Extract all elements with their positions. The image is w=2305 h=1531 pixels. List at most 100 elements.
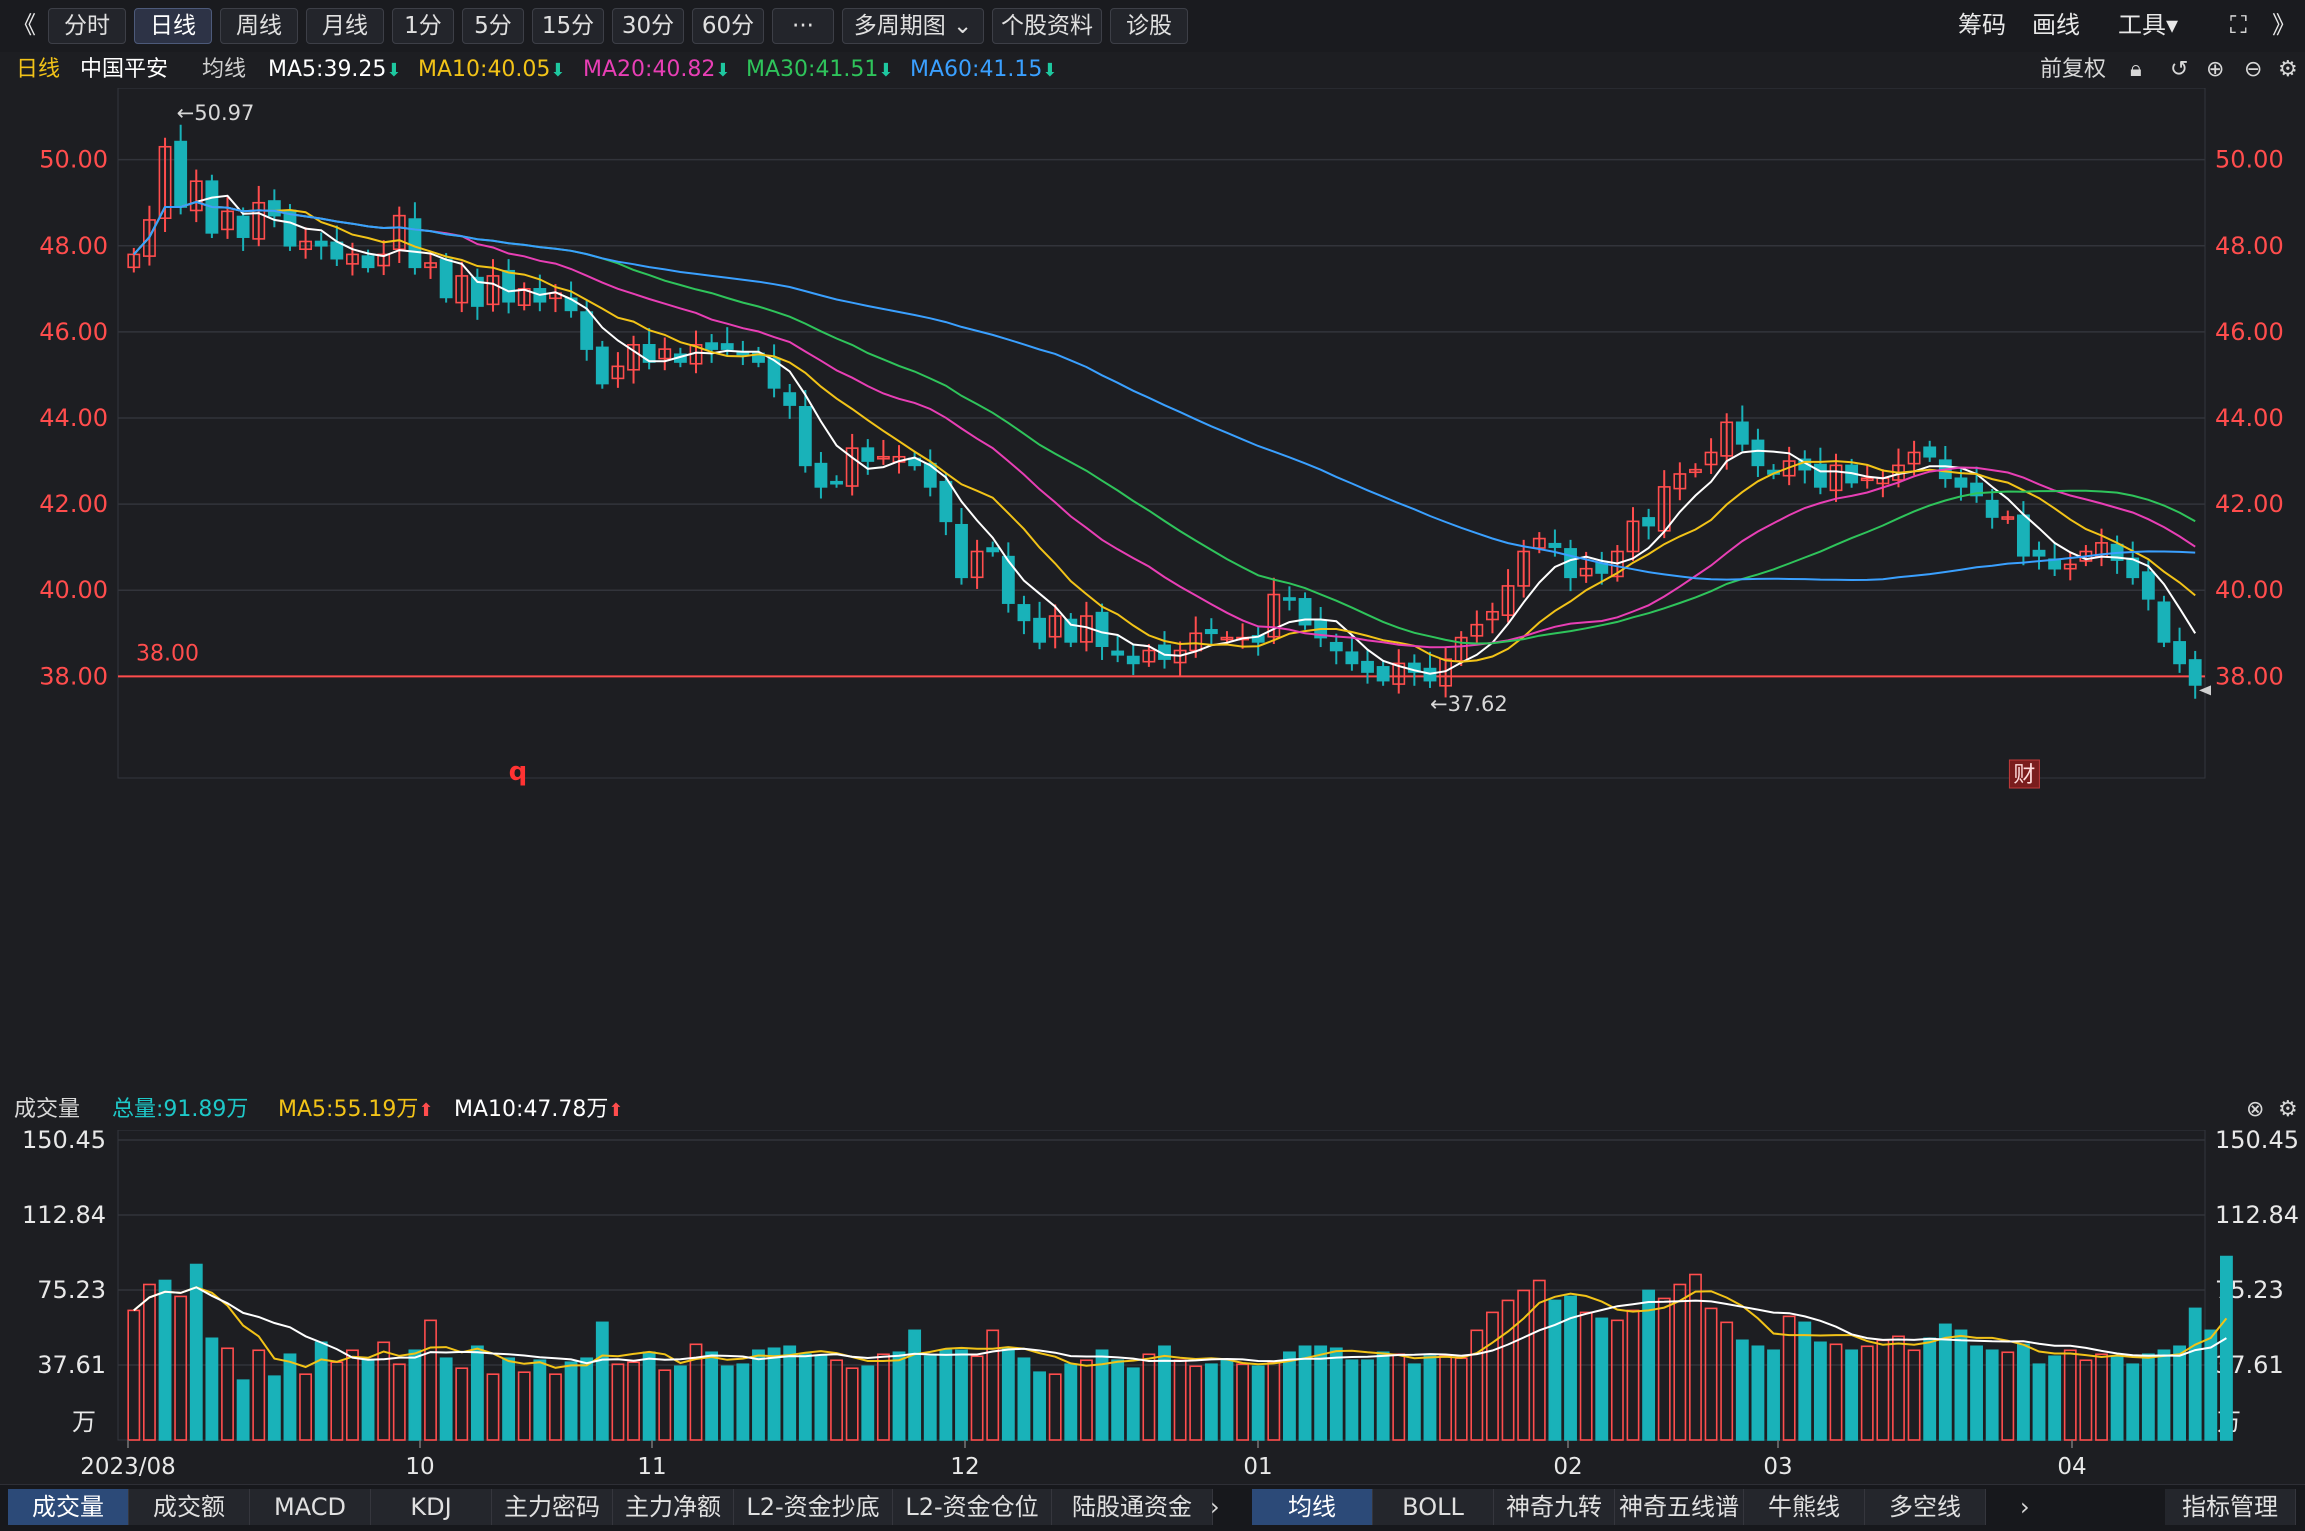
volume-bar <box>1782 1315 1796 1441</box>
toolbar-button-10[interactable]: 多周期图 ⌄ <box>842 8 984 44</box>
bottom-tab-5[interactable]: 主力净额 <box>613 1489 734 1525</box>
volume-bar <box>455 1367 469 1441</box>
volume-bar <box>439 1357 453 1441</box>
settings-icon[interactable]: ⚙ <box>2278 1097 2298 1122</box>
bottom-tab-1[interactable]: 成交额 <box>129 1489 250 1525</box>
collapse-icon[interactable]: 《 <box>12 11 36 39</box>
candle-body <box>143 219 156 257</box>
toolbar-button-9[interactable]: ··· <box>772 8 834 44</box>
y-tick-label-right: 44.00 <box>2215 404 2284 432</box>
ma30-value: MA30:41.51⬇ <box>746 57 894 82</box>
bottom-tab-3[interactable]: KDJ <box>371 1489 492 1525</box>
y-tick-label-right: 46.00 <box>2215 318 2284 346</box>
volume-unit: 万 <box>72 1408 96 1436</box>
tools-link[interactable]: 工具▾ <box>2118 11 2179 39</box>
volume-bar <box>1454 1357 1468 1441</box>
candle-body <box>595 346 609 385</box>
volume-bar <box>689 1343 703 1441</box>
volume-bar <box>502 1357 516 1441</box>
toolbar-button-12[interactable]: 诊股 <box>1110 8 1188 44</box>
draw-link[interactable]: 画线 <box>2032 11 2080 39</box>
volume-ma5: MA5:55.19万⬆ <box>278 1097 434 1122</box>
toolbar-button-0[interactable]: 分时 <box>48 8 126 44</box>
adjust-label[interactable]: 前复权 <box>2040 57 2107 82</box>
ma60-value: MA60:41.15⬇ <box>910 57 1058 82</box>
indicator-tab-0[interactable]: 均线 <box>1252 1489 1373 1525</box>
chips-link[interactable]: 筹码 <box>1958 11 2006 39</box>
ma-label[interactable]: 均线 <box>202 57 247 82</box>
lock-icon[interactable]: 🔒︎ <box>2130 57 2142 82</box>
volume-ma5-line <box>133 1286 2228 1369</box>
chevron-right-icon[interactable]: › <box>1210 1493 1220 1521</box>
candle-body <box>1111 650 1125 656</box>
toolbar-button-7[interactable]: 30分 <box>612 8 684 44</box>
volume-bar <box>1860 1345 1874 1441</box>
bottom-tab-8[interactable]: 陆股通资金 <box>1052 1489 1213 1525</box>
candle-body <box>1704 451 1718 466</box>
candle-body <box>1564 548 1577 579</box>
indicator-tab-4[interactable]: 牛熊线 <box>1744 1489 1865 1525</box>
bottom-tab-0[interactable]: 成交量 <box>8 1489 129 1525</box>
candle-body <box>1361 660 1374 673</box>
volume-bar <box>346 1349 359 1441</box>
candle-body <box>1548 542 1562 548</box>
indicator-tab-5[interactable]: 多空线 <box>1865 1489 1986 1525</box>
candle-body <box>330 241 344 260</box>
x-tick-label: 01 <box>1243 1454 1272 1480</box>
toolbar-button-11[interactable]: 个股资料 <box>992 8 1102 44</box>
settings-icon[interactable]: ⚙ <box>2278 57 2298 82</box>
toolbar-button-3[interactable]: 月线 <box>306 8 384 44</box>
undo-icon[interactable]: ↺ <box>2170 57 2189 82</box>
bottom-tab-7[interactable]: L2-资金仓位 <box>893 1489 1052 1525</box>
volume-bar <box>1907 1349 1921 1441</box>
indicator-tab-3[interactable]: 神奇五线谱 <box>1615 1489 1744 1525</box>
more-icon[interactable]: 》 <box>2272 11 2296 39</box>
chevron-right-icon[interactable]: › <box>2020 1493 2030 1521</box>
volume-bar <box>1111 1359 1125 1441</box>
candlestick-chart[interactable]: 50.00 50.00 48.00 48.00 46.00 46.00 44.00 44.00… <box>0 88 2305 1088</box>
indicator-tab-1[interactable]: BOLL <box>1373 1489 1494 1525</box>
bottom-tab-2[interactable]: MACD <box>250 1489 371 1525</box>
volume-bar <box>189 1263 203 1441</box>
volume-bar <box>1095 1349 1109 1441</box>
y-tick-label: 38.00 <box>39 662 108 690</box>
close-icon[interactable]: ⊗ <box>2246 1097 2265 1122</box>
toolbar-button-2[interactable]: 周线 <box>220 8 298 44</box>
bottom-tab-6[interactable]: L2-资金抄底 <box>734 1489 893 1525</box>
toolbar-button-5[interactable]: 5分 <box>462 8 524 44</box>
x-tick-label: 03 <box>1763 1454 1792 1480</box>
candle-body <box>221 210 234 231</box>
volume-ma10: MA10:47.78万⬆ <box>454 1097 624 1122</box>
candle-body <box>1126 655 1140 665</box>
zoom-in-icon[interactable]: ⊕ <box>2206 57 2225 82</box>
stock-name: 中国平安 <box>80 57 169 82</box>
toolbar-button-8[interactable]: 60分 <box>692 8 764 44</box>
fullscreen-icon[interactable]: ⛶ <box>2230 11 2247 39</box>
volume-bar <box>1642 1289 1656 1441</box>
volume-bar <box>876 1353 890 1441</box>
volume-bar <box>564 1361 578 1441</box>
indicator-tab-2[interactable]: 神奇九转 <box>1494 1489 1615 1525</box>
volume-bar <box>1689 1273 1702 1441</box>
toolbar-button-1[interactable]: 日线 <box>134 8 212 44</box>
toolbar-button-4[interactable]: 1分 <box>392 8 454 44</box>
volume-bar <box>2095 1353 2108 1441</box>
volume-bar <box>1314 1345 1328 1441</box>
candle-body <box>1283 597 1296 601</box>
ma10-value: MA10:40.05⬇ <box>418 57 566 82</box>
ma-legend: 日线 中国平安 均线 MA5:39.25⬇ MA10:40.05⬇ MA20:4… <box>0 52 2305 88</box>
candle-body <box>1486 610 1499 621</box>
candle-body <box>1017 604 1031 622</box>
indicator-manage-button[interactable]: 指标管理 <box>2165 1489 2296 1525</box>
bottom-tab-4[interactable]: 主力密码 <box>492 1489 613 1525</box>
volume-bar <box>2110 1355 2124 1441</box>
volume-bar <box>642 1351 656 1441</box>
zoom-out-icon[interactable]: ⊖ <box>2244 57 2263 82</box>
finance-marker: 财 <box>2013 763 2035 788</box>
volume-bar <box>705 1351 719 1441</box>
ma10-line <box>133 200 2196 663</box>
volume-bar <box>1579 1311 1593 1441</box>
volume-bar <box>2157 1349 2171 1441</box>
toolbar-button-6[interactable]: 15分 <box>532 8 604 44</box>
